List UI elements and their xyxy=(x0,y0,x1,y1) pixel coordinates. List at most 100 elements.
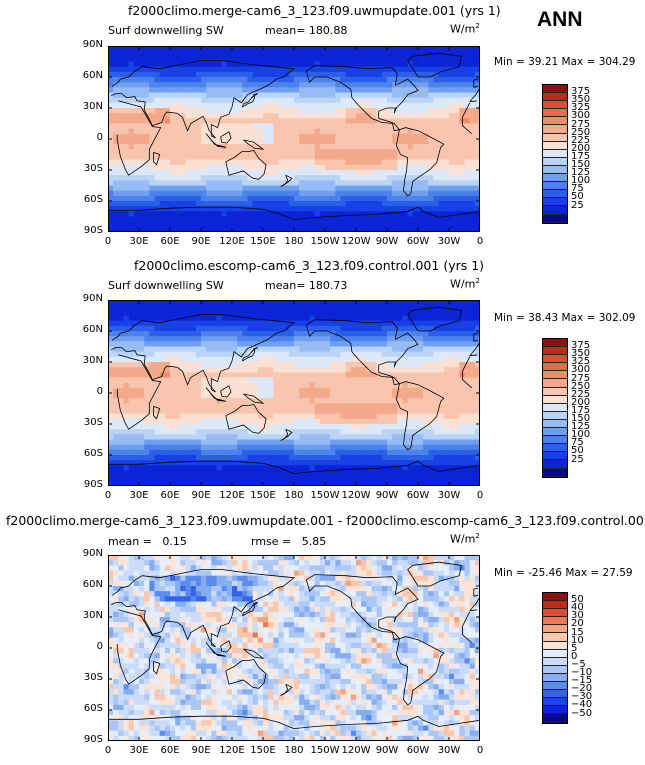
field-cell xyxy=(195,56,202,62)
field-cell xyxy=(340,118,346,124)
field-cell xyxy=(361,424,367,430)
field-cell xyxy=(263,377,269,383)
field-cell xyxy=(242,429,248,435)
field-cell xyxy=(123,118,129,124)
field-cell xyxy=(325,460,331,466)
field-cell xyxy=(474,175,480,181)
field-cell xyxy=(257,190,264,197)
field-cell xyxy=(423,216,429,222)
field-cell xyxy=(397,439,403,445)
field-cell xyxy=(299,159,305,166)
field-cell xyxy=(412,403,419,409)
field-cell xyxy=(288,118,295,124)
field-cell xyxy=(149,418,155,425)
field-cell xyxy=(459,154,465,160)
field-cell xyxy=(216,362,222,368)
field-cell xyxy=(263,429,269,435)
field-cell xyxy=(443,56,450,62)
field-cell xyxy=(392,77,398,83)
field-cell xyxy=(438,102,445,109)
field-cell xyxy=(402,206,408,212)
field-cell xyxy=(113,113,119,119)
field-cell xyxy=(252,377,259,383)
field-cell xyxy=(443,300,450,306)
field-cell xyxy=(206,367,212,373)
field-cell xyxy=(242,413,248,420)
field-cell xyxy=(387,149,393,155)
field-cell xyxy=(459,387,465,394)
field-cell xyxy=(123,325,129,332)
field-cell xyxy=(123,418,129,425)
field-cell xyxy=(392,216,398,222)
field-cell xyxy=(423,180,429,186)
field-cell xyxy=(247,51,253,57)
field-cell xyxy=(118,300,124,306)
field-cell xyxy=(392,382,398,389)
field-cell xyxy=(402,56,408,62)
field-cell xyxy=(345,367,352,373)
field-cell xyxy=(330,449,336,456)
field-cell xyxy=(366,310,372,316)
field-cell xyxy=(459,439,465,445)
field-cell xyxy=(423,434,429,440)
field-cell xyxy=(402,51,408,57)
field-cell xyxy=(185,356,191,363)
field-cell xyxy=(242,82,248,88)
field-cell xyxy=(299,424,305,430)
field-cell xyxy=(469,320,476,327)
field-cell xyxy=(469,201,476,207)
field-cell xyxy=(345,434,352,440)
field-cell xyxy=(402,185,408,191)
field-cell xyxy=(319,216,326,222)
field-cell xyxy=(257,434,264,440)
field-cell xyxy=(428,133,434,140)
field-cell xyxy=(412,362,419,368)
field-cell xyxy=(128,449,135,456)
field-cell xyxy=(175,346,181,352)
field-cell xyxy=(195,331,202,337)
field-cell xyxy=(128,460,135,466)
field-cell xyxy=(299,387,305,394)
field-cell xyxy=(211,180,217,186)
field-cell xyxy=(283,154,290,160)
field-cell xyxy=(325,356,331,363)
field-cell xyxy=(273,46,279,52)
field-cell xyxy=(309,336,315,342)
field-cell xyxy=(195,418,202,425)
field-cell xyxy=(474,226,480,232)
field-cell xyxy=(433,108,439,114)
field-cell xyxy=(392,149,398,155)
field-cell xyxy=(433,387,439,394)
field-cell xyxy=(304,144,310,150)
field-cell xyxy=(108,128,114,135)
field-cell xyxy=(464,403,470,409)
field-cell xyxy=(232,92,238,98)
field-cell xyxy=(113,341,119,347)
field-cell xyxy=(371,346,377,352)
field-cell xyxy=(242,175,248,181)
field-cell xyxy=(232,46,238,52)
field-cell xyxy=(283,87,290,93)
coastline xyxy=(108,206,480,221)
field-cell xyxy=(221,216,228,222)
field-cell xyxy=(299,320,305,327)
field-cell xyxy=(144,460,150,466)
field-cell xyxy=(288,133,295,140)
field-cell xyxy=(371,377,377,383)
field-cell xyxy=(366,154,372,160)
field-cell xyxy=(376,66,383,73)
field-cell xyxy=(185,82,191,88)
field-cell xyxy=(392,185,398,191)
field-cell xyxy=(195,424,202,430)
field-cell xyxy=(350,108,357,114)
field-cell xyxy=(454,113,460,119)
field-cell xyxy=(164,92,171,98)
field-cell xyxy=(195,149,202,155)
field-cell xyxy=(356,61,362,67)
field-cell xyxy=(294,123,300,129)
field-cell xyxy=(170,211,176,217)
field-cell xyxy=(319,351,326,358)
field-cell xyxy=(330,164,336,171)
field-cell xyxy=(443,434,450,440)
field-cell xyxy=(418,56,424,62)
